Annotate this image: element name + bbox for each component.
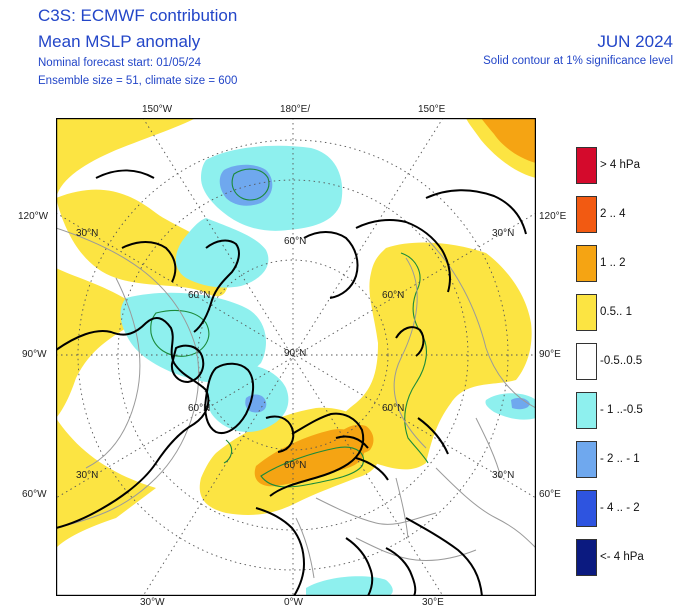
map-frame: [56, 118, 536, 596]
lon-label-bottom-0: 0°W: [284, 597, 303, 608]
legend-swatch: [576, 294, 597, 331]
legend-swatch: [576, 343, 597, 380]
legend-label: - 4 .. - 2: [600, 502, 640, 514]
legend-label: - 1 ..-0.5: [600, 404, 643, 416]
significance-contours: [150, 168, 429, 488]
coastlines: [56, 169, 527, 596]
legend-label: 1 .. 2: [600, 257, 626, 269]
lon-label-left-60w: 60°W: [22, 489, 47, 500]
legend-label: 0.5.. 1: [600, 306, 632, 318]
ensemble-size: Ensemble size = 51, climate size = 600: [38, 75, 238, 87]
lat-label-60n-lower: 60°N: [284, 460, 307, 471]
negative-anomaly-fill-medium: [219, 164, 530, 413]
lat-label-30n-upper-left: 30°N: [76, 228, 99, 239]
legend-label: 2 .. 4: [600, 208, 626, 220]
lon-label-top-180: 180°E/: [280, 104, 311, 115]
lon-label-bottom-30e: 30°E: [422, 597, 444, 608]
legend-label: > 4 hPa: [600, 159, 640, 171]
significance-note: Solid contour at 1% significance level: [483, 55, 673, 67]
lon-label-right-60e: 60°E: [539, 489, 561, 500]
legend-swatch: [576, 539, 597, 576]
polar-map: 30°N 60°N 90°N 60°N 30°N 30°N 60°N 60°N …: [56, 118, 536, 596]
legend-swatch: [576, 147, 597, 184]
legend-label: <- 4 hPa: [600, 551, 644, 563]
lat-label-90n-pole: 90°N: [284, 348, 307, 359]
legend-swatch: [576, 196, 597, 233]
lat-label-60n-right: 60°N: [382, 290, 405, 301]
lon-label-left-120w: 120°W: [18, 211, 49, 222]
legend-label: -0.5..0.5: [600, 355, 643, 367]
lon-label-bottom-30w: 30°W: [140, 597, 165, 608]
lon-label-right-90e: 90°E: [539, 349, 561, 360]
lat-label-30n-upper-right: 30°N: [492, 228, 515, 239]
legend-swatch: [576, 441, 597, 478]
variable-title: Mean MSLP anomaly: [38, 32, 201, 51]
legend-label: - 2 .. - 1: [600, 453, 640, 465]
product-title: C3S: ECMWF contribution: [38, 6, 238, 25]
lat-label-60n-upper: 60°N: [284, 236, 307, 247]
legend-swatch: [576, 245, 597, 282]
graticule: [56, 118, 536, 596]
lat-label-30n-lower-left: 30°N: [76, 470, 99, 481]
lat-label-60n-lower-left: 60°N: [188, 403, 211, 414]
lon-label-left-90w: 90°W: [22, 349, 47, 360]
legend-swatch: [576, 490, 597, 527]
lat-label-60n-lower-right: 60°N: [382, 403, 405, 414]
lat-label-60n-left: 60°N: [188, 290, 211, 301]
lon-label-top-150e: 150°E: [418, 104, 446, 115]
lon-label-right-120e: 120°E: [539, 211, 567, 222]
valid-month: JUN 2024: [597, 32, 673, 51]
lon-label-top-150w: 150°W: [142, 104, 173, 115]
forecast-start: Nominal forecast start: 01/05/24: [38, 57, 201, 69]
lat-label-30n-lower-right: 30°N: [492, 470, 515, 481]
legend-swatch: [576, 392, 597, 429]
positive-anomaly-fill-strong: [254, 118, 536, 487]
